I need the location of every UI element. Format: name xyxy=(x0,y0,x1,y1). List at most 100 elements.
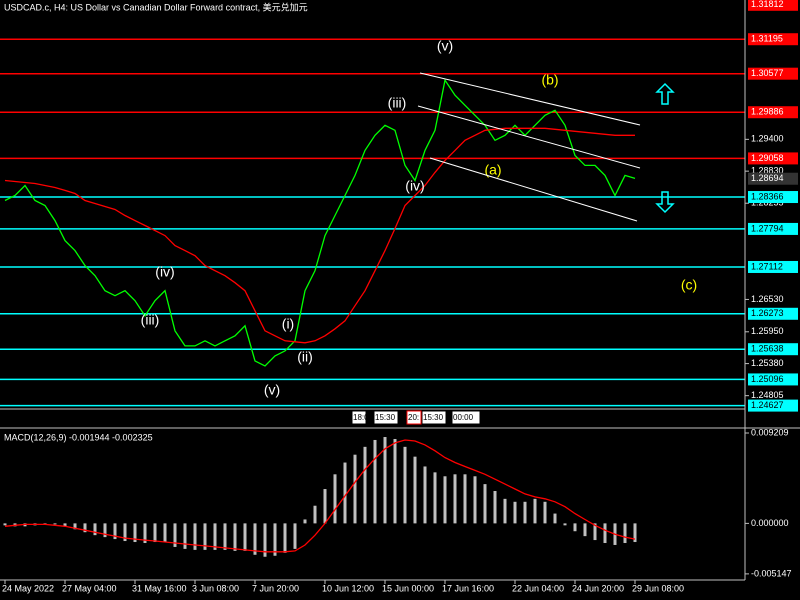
histogram-bar xyxy=(383,437,387,524)
histogram-bar xyxy=(53,523,57,525)
histogram-bar xyxy=(343,462,347,524)
price-level-label: 1.26273 xyxy=(751,308,784,318)
histogram-bar xyxy=(93,523,97,536)
price-level-label: 1.27112 xyxy=(751,261,783,271)
chart-title: USDCAD.c, H4: US Dollar vs Canadian Doll… xyxy=(4,1,308,12)
wave-label: (a) xyxy=(484,162,501,178)
wave-label: (iii) xyxy=(388,95,407,111)
histogram-bar xyxy=(73,523,77,530)
wave-label: (iv) xyxy=(405,178,424,194)
histogram-bar xyxy=(153,523,157,543)
x-tick-label: 3 Jun 08:00 xyxy=(192,583,239,593)
price-level-label: 1.28366 xyxy=(751,191,784,201)
histogram-bar xyxy=(623,523,627,544)
histogram-bar xyxy=(293,523,297,549)
price-level-label: 1.31195 xyxy=(751,34,783,44)
wave-label: (c) xyxy=(681,277,697,293)
histogram-bar xyxy=(453,474,457,524)
price-level-box xyxy=(748,172,798,185)
histogram-bar xyxy=(303,519,307,524)
x-tick-label: 29 Jun 08:00 xyxy=(632,583,684,593)
time-marker-box xyxy=(351,410,367,425)
x-tick-label: 15 Jun 00:00 xyxy=(382,583,434,593)
y-tick-label: 1.26530 xyxy=(751,294,784,304)
y-tick-label: 1.29400 xyxy=(751,134,784,144)
price-level-box xyxy=(748,67,798,80)
histogram-bar xyxy=(533,498,537,524)
histogram-bar xyxy=(233,523,237,551)
down-arrow xyxy=(655,191,675,214)
x-tick-label: 10 Jun 12:00 xyxy=(322,583,374,593)
y-tick-label: 1.25950 xyxy=(751,326,784,336)
x-tick-label: 27 May 04:00 xyxy=(62,583,117,593)
wave-label: (v) xyxy=(437,38,453,54)
price-level-label: 1.29058 xyxy=(751,153,784,163)
histogram-bar xyxy=(3,523,7,526)
histogram-bar xyxy=(523,501,527,524)
histogram-bar xyxy=(263,523,267,557)
histogram-bar xyxy=(483,484,487,524)
histogram-bar xyxy=(413,456,417,524)
series-line xyxy=(4,78,636,367)
x-tick-label: 31 May 16:00 xyxy=(132,583,187,593)
price-level-label: 1.30577 xyxy=(751,68,784,78)
price-level-box xyxy=(748,152,798,165)
y-tick-label: 0.009209 xyxy=(751,427,789,437)
macd-title: MACD(12,26,9) -0.001944 -0.002325 xyxy=(4,432,153,442)
price-level-label: 1.31812 xyxy=(751,0,784,9)
histogram-bar xyxy=(193,523,197,550)
histogram-bar xyxy=(513,501,517,524)
price-level-label: 1.27794 xyxy=(751,223,784,233)
histogram-bar xyxy=(123,523,127,542)
x-tick-label: 7 Jun 20:00 xyxy=(252,583,299,593)
histogram-bar xyxy=(163,523,167,543)
histogram-bar xyxy=(423,466,427,524)
price-level-box xyxy=(748,399,798,412)
histogram-bar xyxy=(173,523,177,547)
histogram-bar xyxy=(183,523,187,549)
histogram-bar xyxy=(633,523,637,543)
y-tick-label: 1.24805 xyxy=(751,390,784,400)
price-level-label: 1.28694 xyxy=(751,173,784,183)
histogram-bar xyxy=(253,523,257,555)
x-tick-label: 24 May 2022 xyxy=(2,583,54,593)
histogram-bar xyxy=(333,474,337,524)
price-level-box xyxy=(748,33,798,46)
histogram-bar xyxy=(363,446,367,524)
series-line xyxy=(4,439,636,553)
histogram-bar xyxy=(433,472,437,524)
histogram-bar xyxy=(503,498,507,524)
histogram-bar xyxy=(603,523,607,544)
histogram-bar xyxy=(543,501,547,524)
histogram-bar xyxy=(213,523,217,550)
price-level-box xyxy=(748,0,798,11)
histogram-bar xyxy=(83,523,87,533)
time-marker: 15:30 xyxy=(375,413,396,422)
histogram-bar xyxy=(553,513,557,524)
wave-label: (iii) xyxy=(141,312,160,328)
channel-line xyxy=(429,157,638,222)
x-tick-label: 17 Jun 16:00 xyxy=(442,583,494,593)
histogram-bar xyxy=(573,523,577,532)
channel-line xyxy=(419,72,641,126)
price-level-box xyxy=(748,222,798,235)
wave-label: (i) xyxy=(282,316,294,332)
price-level-label: 1.25638 xyxy=(751,344,784,354)
channel-line xyxy=(417,105,641,169)
series-line xyxy=(4,127,635,344)
time-marker-box xyxy=(451,410,481,425)
histogram-bar xyxy=(273,523,277,556)
histogram-bar xyxy=(113,523,117,540)
price-level-label: 1.24627 xyxy=(751,400,784,410)
time-marker-box xyxy=(406,410,422,425)
price-level-box xyxy=(748,106,798,119)
price-level-box xyxy=(748,307,798,320)
x-tick-label: 22 Jun 04:00 xyxy=(512,583,564,593)
histogram-bar xyxy=(103,523,107,538)
time-marker: 15:30 xyxy=(423,413,444,422)
up-arrow xyxy=(655,82,675,105)
